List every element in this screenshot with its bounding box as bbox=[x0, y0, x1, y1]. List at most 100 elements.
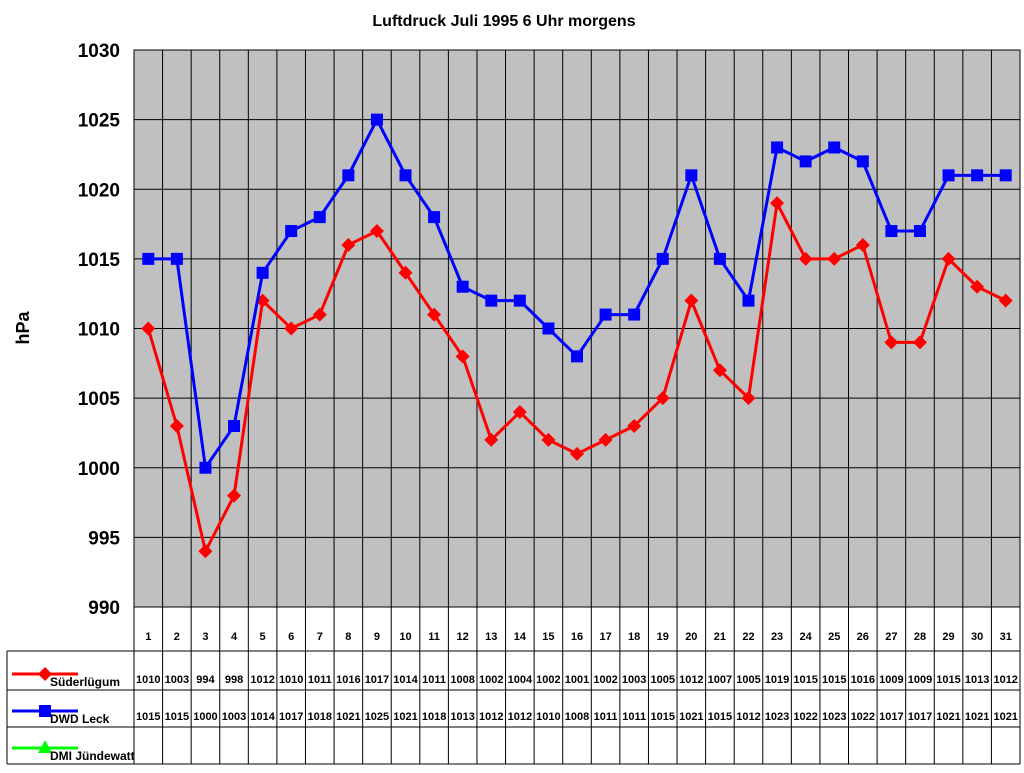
legend-label: DWD Leck bbox=[50, 712, 110, 726]
data-label: 1022 bbox=[793, 711, 817, 723]
data-point bbox=[571, 350, 583, 363]
data-point bbox=[656, 252, 669, 265]
data-point bbox=[884, 335, 899, 350]
data-point bbox=[770, 196, 785, 211]
data-label: 1010 bbox=[536, 711, 560, 723]
data-label: 998 bbox=[225, 674, 243, 686]
legend-label: Süderlügum bbox=[50, 675, 120, 689]
data-label: 1015 bbox=[136, 711, 160, 723]
data-label: 1008 bbox=[565, 711, 589, 723]
data-point bbox=[799, 155, 812, 168]
x-tick-label: 31 bbox=[1000, 631, 1012, 643]
y-tick-label: 1005 bbox=[78, 389, 121, 410]
data-label: 1019 bbox=[765, 674, 789, 686]
x-tick-label: 16 bbox=[571, 631, 583, 643]
data-point bbox=[199, 461, 212, 474]
data-label: 1012 bbox=[250, 674, 274, 686]
data-point bbox=[598, 432, 613, 447]
data-point bbox=[941, 251, 956, 266]
data-point bbox=[684, 293, 699, 308]
data-label: 1011 bbox=[622, 711, 646, 723]
data-point bbox=[599, 308, 612, 321]
x-tick-label: 14 bbox=[514, 631, 527, 643]
data-point bbox=[627, 418, 642, 433]
data-point bbox=[913, 225, 926, 238]
x-tick-label: 15 bbox=[542, 631, 554, 643]
data-label: 1021 bbox=[993, 711, 1017, 723]
x-tick-label: 18 bbox=[628, 631, 640, 643]
data-label: 1015 bbox=[936, 674, 960, 686]
x-tick-label: 12 bbox=[457, 631, 469, 643]
data-label: 1003 bbox=[165, 674, 189, 686]
data-point bbox=[741, 391, 756, 406]
x-tick-label: 7 bbox=[317, 631, 323, 643]
data-point bbox=[427, 307, 442, 322]
x-tick-label: 26 bbox=[857, 631, 869, 643]
data-point bbox=[798, 251, 813, 266]
data-point bbox=[256, 266, 269, 279]
x-tick-label: 22 bbox=[742, 631, 754, 643]
data-point bbox=[856, 155, 869, 168]
data-point bbox=[912, 335, 927, 350]
x-tick-label: 11 bbox=[428, 631, 440, 643]
data-label: 1012 bbox=[736, 711, 760, 723]
data-label: 1023 bbox=[822, 711, 846, 723]
data-point bbox=[827, 251, 842, 266]
data-label: 1021 bbox=[965, 711, 989, 723]
x-tick-label: 23 bbox=[771, 631, 783, 643]
data-point bbox=[998, 293, 1013, 308]
data-label: 1021 bbox=[936, 711, 960, 723]
data-label: 1002 bbox=[479, 674, 503, 686]
data-point bbox=[370, 113, 383, 126]
x-tick-label: 9 bbox=[374, 631, 380, 643]
x-tick-label: 19 bbox=[657, 631, 669, 643]
data-label: 1023 bbox=[765, 711, 789, 723]
x-tick-label: 27 bbox=[885, 631, 897, 643]
data-point bbox=[228, 419, 241, 432]
data-label: 1011 bbox=[308, 674, 332, 686]
data-label: 994 bbox=[196, 674, 215, 686]
data-label: 1015 bbox=[708, 711, 732, 723]
data-point bbox=[484, 432, 499, 447]
data-label: 1010 bbox=[279, 674, 303, 686]
x-tick-label: 8 bbox=[345, 631, 351, 643]
data-point bbox=[312, 307, 327, 322]
data-point bbox=[142, 252, 155, 265]
data-label: 1014 bbox=[250, 711, 275, 723]
x-tick-label: 17 bbox=[599, 631, 611, 643]
legend-marker bbox=[39, 705, 51, 717]
data-label: 1015 bbox=[793, 674, 817, 686]
chart-title: Luftdruck Juli 1995 6 Uhr morgens bbox=[372, 13, 635, 30]
x-tick-label: 10 bbox=[399, 631, 411, 643]
y-tick-label: 1030 bbox=[78, 41, 120, 62]
x-tick-label: 25 bbox=[828, 631, 840, 643]
data-label: 1016 bbox=[851, 674, 875, 686]
data-label: 1004 bbox=[508, 674, 533, 686]
data-label: 1015 bbox=[650, 711, 674, 723]
data-point bbox=[742, 294, 755, 307]
x-tick-label: 2 bbox=[174, 631, 180, 643]
data-label: 1012 bbox=[479, 711, 503, 723]
data-label: 1013 bbox=[450, 711, 474, 723]
data-point bbox=[398, 265, 413, 280]
data-label: 1017 bbox=[279, 711, 303, 723]
data-label: 1018 bbox=[422, 711, 446, 723]
data-point bbox=[198, 544, 213, 559]
data-label: 1014 bbox=[393, 674, 418, 686]
data-point bbox=[513, 294, 526, 307]
data-point bbox=[685, 169, 698, 182]
data-label: 1005 bbox=[650, 674, 674, 686]
data-label: 1011 bbox=[422, 674, 446, 686]
data-label: 1022 bbox=[851, 711, 875, 723]
y-tick-label: 1010 bbox=[78, 320, 120, 341]
data-label: 1002 bbox=[593, 674, 617, 686]
data-point bbox=[227, 488, 242, 503]
data-label: 1002 bbox=[536, 674, 560, 686]
y-tick-label: 1025 bbox=[78, 111, 121, 132]
data-label: 1008 bbox=[450, 674, 474, 686]
y-tick-label: 1020 bbox=[78, 180, 120, 201]
data-point bbox=[855, 237, 870, 252]
x-tick-label: 5 bbox=[260, 631, 266, 643]
data-label: 1013 bbox=[965, 674, 989, 686]
data-point bbox=[885, 225, 898, 238]
